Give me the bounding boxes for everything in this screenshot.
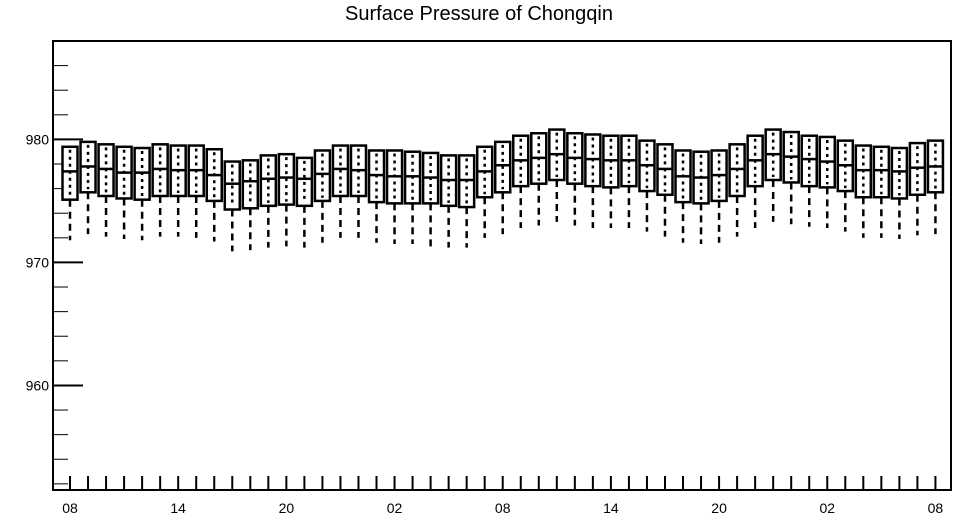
box-item [800, 134, 818, 227]
box-item [223, 160, 242, 252]
box-item [890, 146, 909, 240]
box-item [313, 149, 332, 243]
box-item [782, 130, 800, 225]
box-item [61, 145, 79, 241]
box-item [692, 150, 710, 244]
box-item [421, 151, 440, 247]
box-item [512, 134, 530, 228]
x-tick-label: 20 [711, 500, 727, 516]
box-item [367, 149, 386, 243]
box-item [710, 149, 728, 243]
y-tick-label: 970 [26, 254, 50, 270]
box-item [854, 144, 873, 238]
box-item [349, 144, 368, 238]
x-tick-label: 08 [62, 500, 78, 516]
box-item [79, 140, 97, 235]
box-item [728, 143, 746, 237]
box-item [331, 144, 350, 238]
x-tick-label: 14 [170, 500, 186, 516]
x-axis: 08 14 20 02 08 14 20 02 08 [62, 476, 943, 516]
chart-title: Surface Pressure of Chongqin [345, 3, 613, 25]
box-item [439, 154, 458, 248]
y-tick-label: 960 [26, 377, 50, 393]
box-item [926, 139, 945, 235]
box-item [638, 139, 656, 232]
box-item [818, 135, 837, 228]
box-series [61, 128, 945, 252]
box-item [457, 154, 476, 248]
x-tick-label: 14 [603, 500, 619, 516]
x-tick-label: 20 [279, 500, 295, 516]
box-item [97, 143, 115, 237]
x-tick-label: 02 [387, 500, 403, 516]
plot-frame [52, 40, 952, 491]
box [241, 159, 260, 210]
x-tick-label: 08 [495, 500, 511, 516]
box-item [475, 145, 494, 238]
box-item [566, 132, 584, 226]
box-item [584, 133, 602, 228]
box-item [169, 144, 187, 237]
y-axis: 960 970 980 [26, 65, 83, 485]
box-item [656, 143, 674, 237]
box-item [530, 132, 548, 226]
box-item [259, 154, 278, 248]
box-item [385, 149, 404, 244]
box-item [205, 148, 223, 242]
box-item [908, 141, 927, 236]
box-item [548, 128, 566, 222]
box-item [836, 139, 855, 232]
box-item [493, 140, 512, 235]
box-item [295, 156, 314, 248]
box-item [602, 134, 620, 228]
box-item [674, 149, 692, 243]
box [295, 156, 314, 208]
box [223, 160, 242, 211]
box-item [403, 150, 422, 244]
box-item [241, 159, 260, 251]
box-item [133, 146, 151, 241]
box-item [151, 143, 169, 237]
x-tick-label: 02 [819, 500, 835, 516]
x-tick-label: 08 [928, 500, 944, 516]
box-item [115, 145, 133, 240]
box-item [277, 152, 296, 247]
y-tick-label: 980 [26, 131, 50, 147]
box-item [764, 128, 782, 222]
box-item [187, 144, 205, 238]
box-item [872, 145, 891, 238]
box-item [746, 134, 764, 228]
box-item [620, 134, 638, 228]
